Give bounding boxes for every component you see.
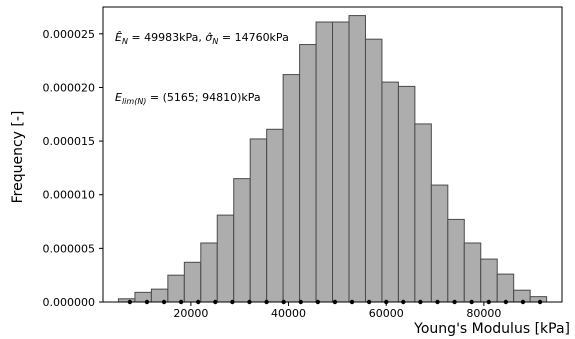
y-tick-label: 0.000020: [43, 81, 96, 94]
y-tick-label: 0.000000: [43, 296, 96, 309]
histogram-bar: [266, 128, 284, 303]
x-tick-label: 20000: [173, 307, 208, 320]
histogram-bar: [134, 291, 152, 303]
histogram-bar: [216, 214, 235, 303]
y-tick-label: 0.000010: [43, 189, 96, 202]
x-axis-ticks: 20000 40000 60000 80000: [173, 302, 501, 320]
y-tick-label: 0.000015: [43, 135, 96, 148]
histogram-bar: [496, 273, 515, 303]
histogram-bar: [381, 81, 399, 303]
x-axis-label: Young's Modulus [kPa]: [413, 321, 570, 337]
histogram-bar: [364, 38, 383, 303]
histogram-bar: [414, 123, 432, 303]
histogram-bar: [282, 74, 301, 303]
histogram-bar: [332, 21, 350, 303]
histogram-bar: [233, 178, 251, 303]
histogram-bar: [463, 242, 482, 303]
histogram-bar: [183, 261, 202, 303]
histogram-bar: [150, 288, 169, 303]
histogram-bar: [200, 242, 218, 303]
histogram-bar: [480, 258, 498, 303]
y-tick-label: 0.000005: [43, 242, 96, 255]
y-axis-label: Frequency [-]: [10, 111, 26, 204]
histogram-bar: [397, 85, 416, 303]
histogram-bar: [249, 138, 268, 303]
range-annotation: Elim(N) = (5165; 94810)kPa: [115, 91, 261, 106]
histogram-bars: [117, 15, 548, 303]
histogram-bar: [167, 274, 185, 303]
x-tick-label: 80000: [466, 307, 501, 320]
y-tick-label: 0.000025: [43, 28, 96, 41]
y-axis-ticks: 0.000000 0.000005 0.000010 0.000015 0.000020…: [43, 28, 103, 309]
histogram-bar: [430, 184, 449, 303]
histogram-bar: [315, 21, 334, 303]
x-tick-label: 40000: [271, 307, 306, 320]
histogram-bar: [447, 218, 465, 303]
histogram-bar: [348, 15, 366, 303]
stats-annotation: ÊN = 49983kPa, σ̂N = 14760kPa: [115, 31, 289, 46]
histogram-bar: [299, 44, 317, 303]
plot-frame: [102, 6, 563, 303]
x-tick-label: 60000: [369, 307, 404, 320]
